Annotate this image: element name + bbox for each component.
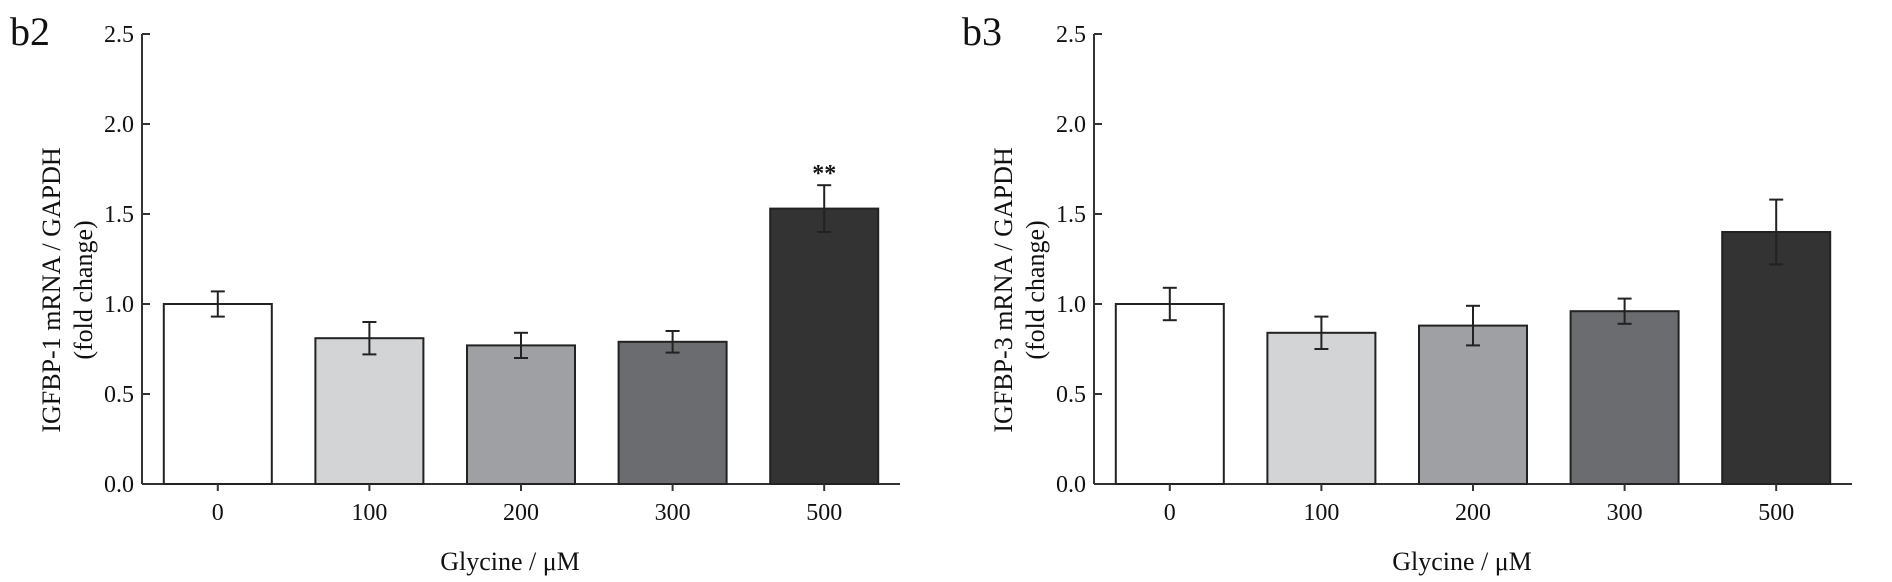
x-tick-label: 300 [1607, 500, 1643, 526]
x-tick-label: 300 [655, 500, 691, 526]
bar [466, 344, 576, 485]
x-axis-title: Glycine / μM [1392, 547, 1532, 576]
y-tick-label: 0.5 [104, 382, 134, 408]
bar [314, 337, 425, 486]
y-axis-title-line1: IGFBP-1 mRNA / GAPDH [37, 147, 66, 433]
y-tick-label: 1.5 [1056, 202, 1086, 228]
x-tick-label: 100 [351, 500, 387, 526]
x-axis-title: Glycine / μM [440, 547, 580, 576]
x-tick-label: 0 [212, 500, 224, 526]
chart-panel-b2: b2 IGFBP-1 mRNA / GAPDH (fold change) Gl… [10, 9, 900, 576]
x-tick-label: 200 [503, 500, 539, 526]
bar [1721, 231, 1832, 485]
panel-label: b2 [10, 9, 50, 54]
y-tick-label: 2.5 [1056, 22, 1086, 48]
panel-label: b3 [962, 9, 1002, 54]
y-tick-label: 1.5 [104, 202, 134, 228]
y-tick-label: 0.5 [1056, 382, 1086, 408]
x-tick-label: 0 [1164, 500, 1176, 526]
bar [162, 303, 273, 485]
y-axis-title-line1: IGFBP-3 mRNA / GAPDH [989, 147, 1018, 433]
bar [1569, 310, 1680, 486]
y-tick-label: 2.0 [1056, 112, 1086, 138]
bar [1114, 303, 1225, 485]
y-tick-label: 2.0 [104, 112, 134, 138]
y-axis-title-line2: (fold change) [69, 220, 98, 359]
y-tick-label: 0.0 [1056, 472, 1086, 498]
y-tick-label: 1.0 [104, 292, 134, 318]
bar [769, 207, 880, 485]
bar [617, 340, 728, 485]
bar [1266, 331, 1377, 485]
chart-panel-b3: b3 IGFBP-3 mRNA / GAPDH (fold change) Gl… [962, 9, 1852, 576]
y-tick-label: 0.0 [104, 472, 134, 498]
x-tick-label: 100 [1303, 500, 1339, 526]
significance-annotation: ** [812, 161, 836, 187]
y-axis-title-line2: (fold change) [1021, 220, 1050, 359]
bar [1418, 324, 1528, 485]
x-tick-label: 500 [1758, 500, 1794, 526]
y-tick-label: 2.5 [104, 22, 134, 48]
x-tick-label: 500 [806, 500, 842, 526]
y-tick-label: 1.0 [1056, 292, 1086, 318]
x-tick-label: 200 [1455, 500, 1491, 526]
